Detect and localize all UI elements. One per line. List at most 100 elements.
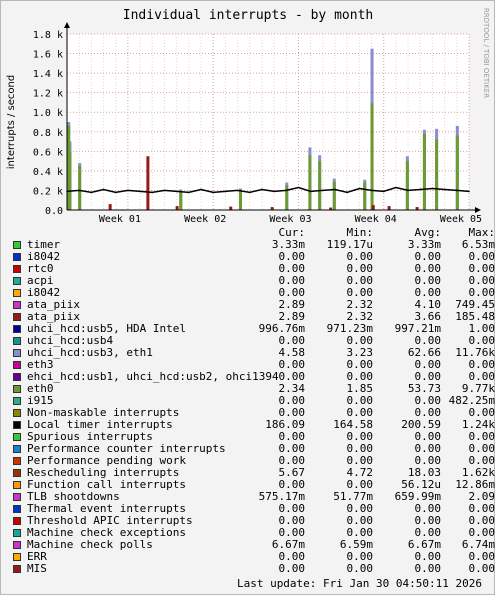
series-point [224, 190, 227, 193]
chart: 0.0 0.2 k 0.4 k 0.6 k 0.8 k 1.0 k 1.2 k 1.4 k 1.… [6, 8, 490, 225]
legend-min: 0.00 [346, 430, 374, 443]
legend-avg: 0.00 [414, 514, 442, 527]
last-update: Last update: Fri Jan 30 04:50:11 2026 [236, 577, 482, 590]
legend-label: Performance counter interrupts [27, 442, 226, 455]
legend-swatch [13, 241, 21, 249]
legend-avg: 0.00 [414, 550, 442, 563]
legend-avg: 0.00 [414, 442, 442, 455]
plot-background [67, 34, 469, 210]
legend-row: Local timer interrupts 186.09 164.58 200.59… [13, 419, 495, 431]
legend-label: Performance pending work [27, 454, 186, 467]
series-point [261, 188, 263, 191]
series-point [443, 188, 446, 191]
legend-max: 0.00 [468, 514, 495, 527]
legend-min: 0.00 [346, 478, 374, 491]
legend-max: 0.00 [468, 274, 495, 287]
legend-swatch [13, 433, 21, 441]
legend-swatch [13, 277, 21, 285]
legend-cur: 2.89 [278, 310, 306, 323]
series-point [419, 188, 422, 191]
legend-avg: 0.00 [414, 394, 442, 407]
legend-avg: 0.00 [414, 262, 442, 275]
spike-1 [370, 103, 374, 210]
legend-avg: 3.33m [407, 238, 441, 251]
legend-max: 0.00 [468, 442, 495, 455]
legend-swatch [13, 397, 21, 405]
spike-1 [179, 192, 183, 210]
legend-min: 0.00 [346, 358, 374, 371]
legend-cur: 0.00 [278, 406, 306, 419]
y-tick-label: 1.6 k [33, 50, 63, 61]
y-axis-arrow [64, 22, 70, 28]
rrdtool-watermark: RRDTOOL / TOBI OETIKER [482, 8, 490, 98]
legend: Cur: Min: Avg: Max: timer 3.33m 119.17u 3.3… [13, 226, 495, 575]
legend-swatch [13, 361, 21, 369]
legend-row: i915 0.00 0.00 0.00 482.25m [13, 394, 495, 407]
legend-row: Rescheduling interrupts 5.67 4.72 18.03 1.62… [13, 466, 495, 479]
legend-max: 12.86m [455, 478, 495, 491]
series-point [114, 191, 117, 194]
series-point [90, 191, 93, 194]
header-max: Max: [468, 226, 495, 239]
legend-avg: 4.10 [414, 298, 442, 311]
legend-cur: 0.00 [278, 562, 306, 575]
legend-avg: 0.00 [414, 274, 442, 287]
legend-swatch [13, 265, 21, 273]
legend-label: Machine check exceptions [27, 526, 186, 539]
legend-swatch [13, 373, 21, 381]
legend-min: 0.00 [346, 550, 374, 563]
y-tick-label: 0.6 k [33, 147, 63, 158]
legend-row: Performance counter interrupts 0.00 0.00 0.… [13, 442, 495, 455]
y-tick-label: 1.4 k [33, 69, 63, 80]
x-tick-label: Week 03 [269, 214, 311, 225]
header-min: Min: [346, 226, 374, 239]
legend-cur: 0.00 [278, 550, 306, 563]
legend-label: MIS [27, 562, 47, 575]
y-tick-label: 0.4 k [33, 167, 63, 178]
legend-label: ata_piix [27, 310, 80, 323]
legend-min: 0.00 [346, 454, 374, 467]
legend-min: 0.00 [346, 394, 374, 407]
legend-avg: 18.03 [407, 466, 441, 479]
legend-cur: 0.00 [278, 250, 306, 263]
spike-1 [68, 151, 72, 210]
legend-swatch [13, 253, 21, 261]
y-axis-label: interrupts / second [6, 75, 17, 169]
x-tick-label: Week 05 [440, 214, 482, 225]
legend-avg: 0.00 [414, 562, 442, 575]
legend-cur: 0.00 [278, 286, 306, 299]
legend-cur: 0.00 [278, 454, 306, 467]
legend-label: TLB shootdowns [27, 490, 120, 503]
x-tick-label: Week 02 [184, 214, 226, 225]
spike-2 [175, 206, 179, 210]
legend-swatch [13, 337, 21, 345]
legend-swatch [13, 517, 21, 525]
series-point [102, 188, 105, 191]
legend-row: TLB shootdowns 575.17m 51.77m 659.99m 2.09 [13, 490, 495, 503]
legend-swatch [13, 349, 21, 357]
legend-cur: 0.00 [278, 430, 306, 443]
legend-max: 6.53m [461, 238, 495, 251]
legend-avg: 62.66 [407, 346, 441, 359]
y-tick-label: 1.0 k [33, 108, 63, 119]
legend-cur: 0.00 [278, 442, 306, 455]
legend-label: Non-maskable interrupts [27, 406, 180, 419]
legend-cur: 0.00 [278, 478, 306, 491]
legend-cur: 0.00 [278, 334, 306, 347]
legend-swatch [13, 529, 21, 537]
spike-2 [415, 207, 419, 210]
legend-min: 119.17u [326, 238, 373, 251]
legend-avg: 0.00 [414, 370, 442, 383]
legend-min: 2.32 [346, 310, 374, 323]
spike-2 [229, 206, 233, 210]
series-point [334, 188, 336, 191]
legend-label: Function call interrupts [27, 478, 186, 491]
legend-row: Spurious interrupts 0.00 0.00 0.00 0.00 [13, 430, 495, 443]
x-tick-label: Week 04 [355, 214, 397, 225]
legend-swatch [13, 565, 21, 573]
legend-max: 749.45 [455, 298, 495, 311]
legend-max: 185.48 [455, 310, 495, 323]
spike-1 [318, 161, 322, 210]
legend-row: uhci_hcd:usb3, eth1 4.58 3.23 62.66 11.76k [13, 346, 495, 359]
series-point [456, 189, 458, 192]
